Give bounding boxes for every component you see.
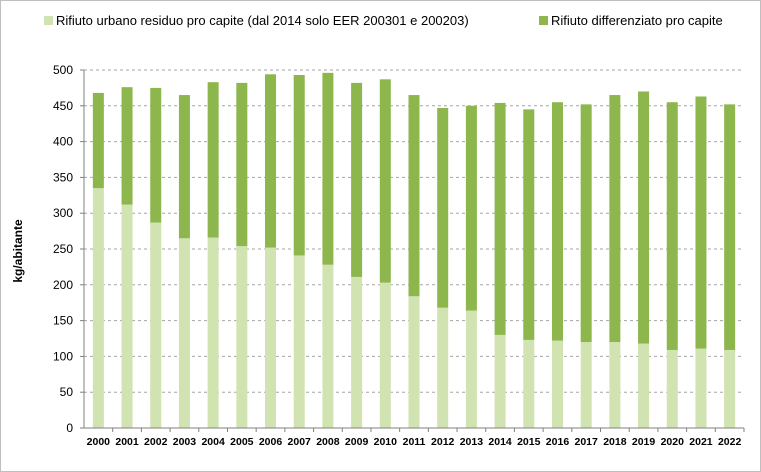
bar-differenziato-2005: [236, 82, 248, 247]
legend-swatch-differenziato: [539, 16, 548, 25]
bar-residuo-2022: [724, 349, 736, 428]
x-tick-label-2004: 2004: [201, 436, 225, 448]
bar-differenziato-2001: [121, 87, 133, 205]
bar-residuo-2010: [379, 282, 391, 428]
bar-residuo-2000: [92, 188, 104, 428]
x-axis-ticks: 2000 2001 2002 2003 2004 2005 2006 2007 2008 2009…: [87, 428, 745, 448]
bar-residuo-2004: [207, 237, 219, 428]
x-tick-label-2018: 2018: [603, 436, 627, 448]
bar-differenziato-2021: [695, 96, 707, 349]
x-tick-label-2015: 2015: [517, 436, 541, 448]
x-tick-label-2013: 2013: [460, 436, 484, 448]
bar-residuo-2015: [523, 339, 535, 428]
bar-residuo-2021: [695, 348, 707, 428]
bar-differenziato-2004: [207, 82, 219, 238]
x-tick-label-2008: 2008: [316, 436, 340, 448]
bar-differenziato-2010: [379, 79, 391, 283]
y-tick-label: 300: [53, 206, 73, 220]
bar-differenziato-2020: [666, 102, 678, 350]
y-tick-label: 500: [53, 63, 73, 77]
bar-differenziato-2018: [609, 95, 621, 343]
x-tick-label-2016: 2016: [546, 436, 570, 448]
legend-label-residuo: Rifiuto urbano residuo pro capite (dal 2…: [56, 13, 469, 28]
bar-differenziato-2000: [92, 92, 104, 189]
bar-differenziato-2022: [724, 104, 736, 350]
x-tick-label-2020: 2020: [661, 436, 685, 448]
x-tick-label-2000: 2000: [87, 436, 111, 448]
x-tick-label-2022: 2022: [718, 436, 742, 448]
bar-differenziato-2011: [408, 95, 420, 297]
bar-residuo-2009: [351, 276, 363, 428]
y-axis-ticks: 0 50 100 150 200 250 300 350 400 450 500: [53, 63, 84, 435]
legend: Rifiuto urbano residuo pro capite (dal 2…: [44, 13, 723, 28]
x-tick-label-2017: 2017: [574, 436, 598, 448]
y-tick-label: 350: [53, 170, 73, 184]
x-tick-label-2007: 2007: [288, 436, 312, 448]
bar-residuo-2017: [580, 342, 592, 428]
bar-residuo-2008: [322, 264, 334, 428]
y-tick-label: 450: [53, 99, 73, 113]
bar-differenziato-2015: [523, 109, 535, 340]
bar-differenziato-2007: [293, 75, 305, 256]
bar-residuo-2003: [178, 238, 190, 428]
x-tick-label-2010: 2010: [374, 436, 398, 448]
y-tick-label: 250: [53, 242, 73, 256]
bar-residuo-2016: [551, 340, 563, 428]
bar-residuo-2013: [465, 310, 477, 428]
x-tick-label-2001: 2001: [115, 436, 139, 448]
y-tick-label: 400: [53, 135, 73, 149]
bar-differenziato-2017: [580, 104, 592, 343]
bar-residuo-2012: [437, 307, 449, 428]
x-tick-label-2009: 2009: [345, 436, 369, 448]
bar-differenziato-2009: [351, 82, 363, 277]
x-tick-label-2012: 2012: [431, 436, 455, 448]
x-tick-label-2006: 2006: [259, 436, 283, 448]
bar-residuo-2007: [293, 255, 305, 428]
bar-differenziato-2013: [465, 105, 477, 311]
bar-residuo-2011: [408, 296, 420, 428]
legend-swatch-residuo: [44, 16, 53, 25]
bar-residuo-2001: [121, 204, 133, 428]
bar-differenziato-2008: [322, 72, 334, 265]
bar-differenziato-2003: [178, 95, 190, 239]
bar-differenziato-2014: [494, 102, 506, 335]
y-axis-label: kg/abitante: [11, 219, 25, 283]
bar-residuo-2002: [150, 222, 162, 428]
bar-differenziato-2012: [437, 107, 449, 308]
bar-residuo-2019: [638, 343, 650, 428]
bar-residuo-2006: [265, 247, 277, 428]
bar-residuo-2014: [494, 334, 506, 428]
y-tick-label: 200: [53, 278, 73, 292]
x-tick-label-2003: 2003: [173, 436, 197, 448]
y-tick-label: 0: [66, 421, 73, 435]
x-tick-label-2021: 2021: [689, 436, 713, 448]
y-tick-label: 50: [60, 385, 74, 399]
y-tick-label: 150: [53, 314, 73, 328]
bar-differenziato-2016: [551, 102, 563, 341]
bar-residuo-2018: [609, 342, 621, 428]
x-tick-label-2002: 2002: [144, 436, 168, 448]
x-tick-label-2011: 2011: [403, 436, 426, 448]
x-tick-label-2005: 2005: [230, 436, 254, 448]
bar-differenziato-2002: [150, 87, 162, 223]
y-tick-label: 100: [53, 349, 73, 363]
bar-residuo-2005: [236, 246, 248, 428]
bars: [92, 72, 736, 428]
legend-label-differenziato: Rifiuto differenziato pro capite: [551, 13, 723, 28]
bar-differenziato-2006: [265, 74, 277, 248]
bar-residuo-2020: [666, 349, 678, 428]
x-tick-label-2014: 2014: [488, 436, 512, 448]
bar-differenziato-2019: [638, 91, 650, 344]
x-tick-label-2019: 2019: [632, 436, 656, 448]
